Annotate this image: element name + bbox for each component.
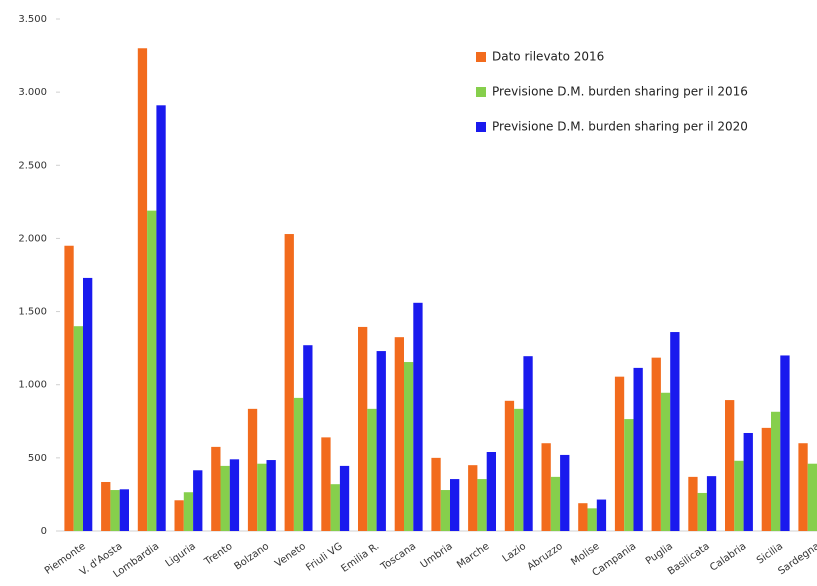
y-tick-label: 3.000 [18,87,47,98]
bar [220,465,230,531]
x-tick-label: Toscana [378,541,418,573]
bar [587,508,597,531]
x-tick-label: Lazio [501,541,528,565]
bar [266,460,276,531]
bar [468,465,478,531]
bar [578,503,588,531]
bar [706,476,717,531]
x-tick-label: Friuli VG [304,541,344,574]
bar [761,427,771,531]
bar [147,210,157,532]
x-tick-label: Abruzzo [526,541,565,573]
legend-text: Dato rilevato 2016 [492,50,604,64]
bar [725,400,735,531]
bar [550,476,561,531]
bar [330,484,340,531]
x-tick-label: Puglia [644,541,675,567]
x-tick-label: Liguria [164,541,198,570]
bar [523,356,533,531]
x-tick-label: Bolzano [233,541,272,573]
bar [798,443,808,531]
bar [807,463,817,531]
bar [137,48,148,531]
bar [688,476,698,531]
bar [486,452,496,531]
bar [394,337,404,531]
bar [771,411,781,531]
bar [734,460,744,531]
y-tick-label: 2.000 [18,233,47,244]
bar [110,490,120,531]
bar [780,355,790,531]
x-tick-label: Sicilia [755,541,785,567]
legend-marker [476,122,486,132]
bar [193,470,203,531]
bar [413,302,423,531]
bar [73,326,83,531]
bar [211,446,221,531]
x-tick-label: Veneto [273,541,308,570]
bar [633,367,643,531]
bar [229,459,240,531]
x-tick-label: Molise [569,541,601,568]
y-tick-label: 2.500 [18,160,47,171]
bar [156,105,166,532]
bar [624,419,634,531]
bar [697,492,707,531]
bar [367,408,377,531]
legend-marker [476,52,486,62]
bar [321,437,331,531]
bar [293,397,304,531]
legend-text: Previsione D.M. burden sharing per il 20… [492,85,748,99]
bar [101,481,111,531]
x-tick-label: Basilicata [666,541,712,578]
y-tick-label: 500 [28,453,47,464]
bar [174,500,184,531]
x-tick-label: Umbria [419,541,455,571]
x-tick-label: Emilia R. [339,541,381,575]
legend-marker [476,87,486,97]
y-tick-label: 0 [41,526,47,537]
y-tick-label: 3.500 [18,14,47,25]
bar [257,463,267,531]
y-tick-label: 1.000 [18,380,47,391]
bar [83,277,93,531]
x-tick-label: Trento [202,541,235,568]
bar [614,376,625,531]
bar [743,432,753,531]
bar [183,492,194,531]
x-tick-label: Marche [455,541,491,571]
bar [376,351,386,531]
bar [541,443,551,531]
y-tick-label: 1.500 [18,307,47,318]
bar [303,345,313,531]
x-tick-label: Calabria [708,541,748,574]
bar [119,489,129,531]
bar [670,332,680,531]
bar [560,454,570,531]
bar [514,408,524,531]
bar [339,465,350,531]
bar [431,457,441,531]
bar [284,234,294,532]
bar [477,479,487,531]
bar [440,490,450,531]
bar [504,400,515,531]
bar [247,408,258,531]
bar [358,326,368,531]
legend-text: Previsione D.M. burden sharing per il 20… [492,120,748,134]
bar [64,245,74,531]
bar [596,499,607,531]
bar [660,392,671,531]
bar [450,479,460,531]
bar [651,357,661,531]
bar [404,362,414,531]
